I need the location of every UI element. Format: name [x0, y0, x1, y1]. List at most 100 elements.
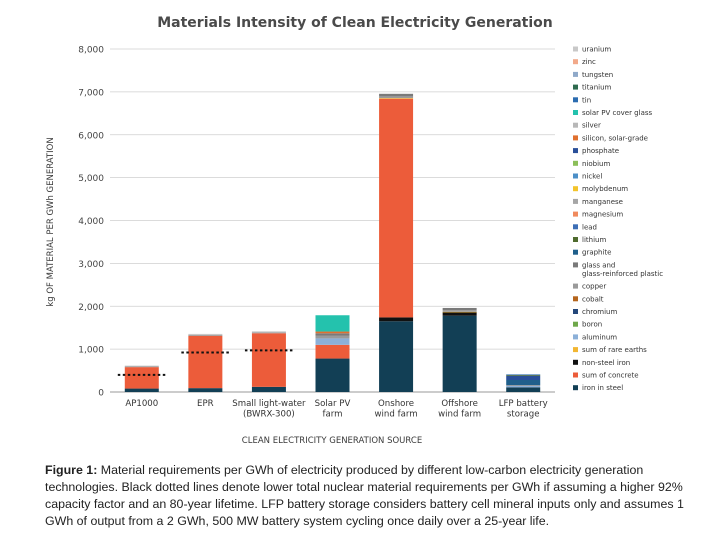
legend-swatch [573, 173, 578, 179]
legend-label: sum of rare earths [582, 346, 647, 354]
x-tick-label-line: wind farm [375, 410, 418, 420]
legend-label: lead [582, 223, 597, 231]
legend-label: manganese [582, 198, 623, 206]
x-tick-label-line: Solar PV [315, 399, 351, 409]
bar-segment-iron-in-steel [506, 387, 541, 392]
legend-label-line: cobalt [582, 295, 604, 303]
x-tick-label-line: Offshore [441, 399, 478, 409]
x-tick-label: Small light-water (BWRX-300) [232, 399, 306, 420]
chart-title: Materials Intensity of Clean Electricity… [157, 15, 553, 31]
gridlines [110, 48, 555, 393]
legend-label: tin [582, 96, 591, 104]
bar-segment-iron-in-steel [251, 386, 286, 392]
y-tick-label: 1,000 [78, 346, 104, 356]
legend-swatch [573, 122, 578, 128]
x-tick-label-line: (BWRX-300) [243, 410, 295, 420]
bar-segment-non-steel-iron [442, 312, 477, 316]
x-tick-label-line: Onshore [378, 399, 414, 409]
y-tick-label: 2,000 [78, 303, 104, 313]
legend-label: uranium [582, 46, 611, 54]
bar-segment-glass-and-glass-reinforced-plastic [442, 307, 477, 311]
bar-segment-sum-of-concrete [124, 367, 159, 389]
legend-swatch [573, 186, 578, 192]
bar-segment-aluminum [506, 385, 541, 388]
bar-segment-phosphate [506, 375, 541, 380]
legend-label: copper [582, 283, 606, 291]
legend-label: titanium [582, 84, 612, 92]
stacked-bar-chart: Materials Intensity of Clean Electricity… [46, 15, 663, 446]
legend-swatch [573, 110, 578, 115]
bar-segment-sum-of-concrete [188, 335, 223, 389]
x-tick-label-line: wind farm [438, 410, 481, 420]
bar-segment-sum-of-rare-earths [379, 98, 414, 99]
bar-segment-iron-in-steel [315, 358, 350, 392]
bar-segment-uranium [251, 331, 286, 333]
legend-swatch [573, 385, 578, 391]
bar-segment-iron-in-steel [379, 321, 414, 392]
legend-label: boron [582, 321, 602, 329]
legend-label-line: sum of concrete [582, 372, 639, 380]
legend-swatch [573, 283, 578, 289]
legend-swatch [573, 249, 578, 255]
legend-swatch [573, 59, 578, 65]
bars [117, 93, 541, 392]
legend: uranium zinc tungsten titanium tin solar PV c… [573, 46, 663, 392]
legend-label-line: iron in steel [582, 384, 623, 392]
legend-swatch [573, 71, 578, 77]
legend-label-line: silicon, solar-grade [582, 134, 648, 142]
legend-label-line: aluminum [582, 333, 617, 341]
legend-label: magnesium [582, 211, 623, 219]
legend-label-line: graphite [582, 249, 612, 257]
legend-label-line: tungsten [582, 71, 613, 79]
bar-segment-copper [251, 332, 286, 334]
legend-swatch [573, 135, 578, 141]
x-tick-label: AP1000 [125, 399, 158, 409]
x-tick-label: EPR [197, 399, 214, 409]
legend-label: sum of concrete [582, 372, 639, 380]
x-tick-label-line: EPR [197, 399, 214, 409]
legend-label-line: magnesium [582, 211, 623, 219]
legend-swatch [573, 321, 578, 327]
legend-swatch [573, 148, 578, 154]
x-tick-label-line: farm [322, 410, 342, 420]
legend-label: lithium [582, 236, 606, 244]
legend-swatch [573, 262, 578, 268]
caption-text: Material requirements per GWh of electri… [45, 463, 684, 528]
legend-label: cobalt [582, 295, 604, 303]
legend-swatch [573, 237, 578, 242]
x-tick-label-line: storage [507, 410, 540, 420]
bar-segment-iron-in-steel [124, 388, 159, 392]
legend-label-line: copper [582, 283, 606, 291]
legend-label: aluminum [582, 333, 617, 341]
bar-segment-sum-of-concrete [251, 333, 286, 387]
bar-segment-graphite [506, 379, 541, 386]
x-tick-label: LFP battery storage [499, 399, 548, 420]
legend-label-line: non-steel iron [582, 359, 630, 367]
legend-label-line: chromium [582, 308, 617, 316]
x-tick-label: Solar PV farm [315, 399, 351, 420]
y-tick-labels: 0 1,000 2,000 3,000 4,000 5,000 6,000 7,000 8,00… [78, 46, 104, 399]
y-tick-label: 6,000 [78, 131, 104, 141]
bar-segment-copper [506, 385, 541, 386]
legend-label: niobium [582, 160, 610, 168]
bar-segment-solar-pv-cover-glass [315, 315, 350, 332]
legend-label: molybdenum [582, 185, 628, 193]
bar-segment-glass-and-glass-reinforced-plastic [379, 93, 414, 97]
bar-segment-copper [188, 334, 223, 336]
legend-label-line: sum of rare earths [582, 346, 647, 354]
legend-label-line: uranium [582, 46, 611, 54]
legend-swatch [573, 347, 578, 353]
legend-swatch [573, 372, 578, 378]
y-tick-label: 0 [98, 389, 104, 399]
bar-segment-iron-in-steel [188, 388, 223, 392]
legend-label-line: niobium [582, 160, 610, 168]
legend-label-line: nickel [582, 173, 602, 181]
bar-segment-sum-of-concrete [379, 98, 414, 318]
bar-segment-lithium [506, 374, 541, 376]
legend-label-line: lithium [582, 236, 606, 244]
bar-segment-copper [442, 310, 477, 312]
x-axis-label: CLEAN ELECTRICITY GENERATION SOURCE [242, 436, 422, 446]
legend-swatch [573, 46, 578, 52]
legend-label: non-steel iron [582, 359, 630, 367]
legend-swatch [573, 160, 578, 166]
